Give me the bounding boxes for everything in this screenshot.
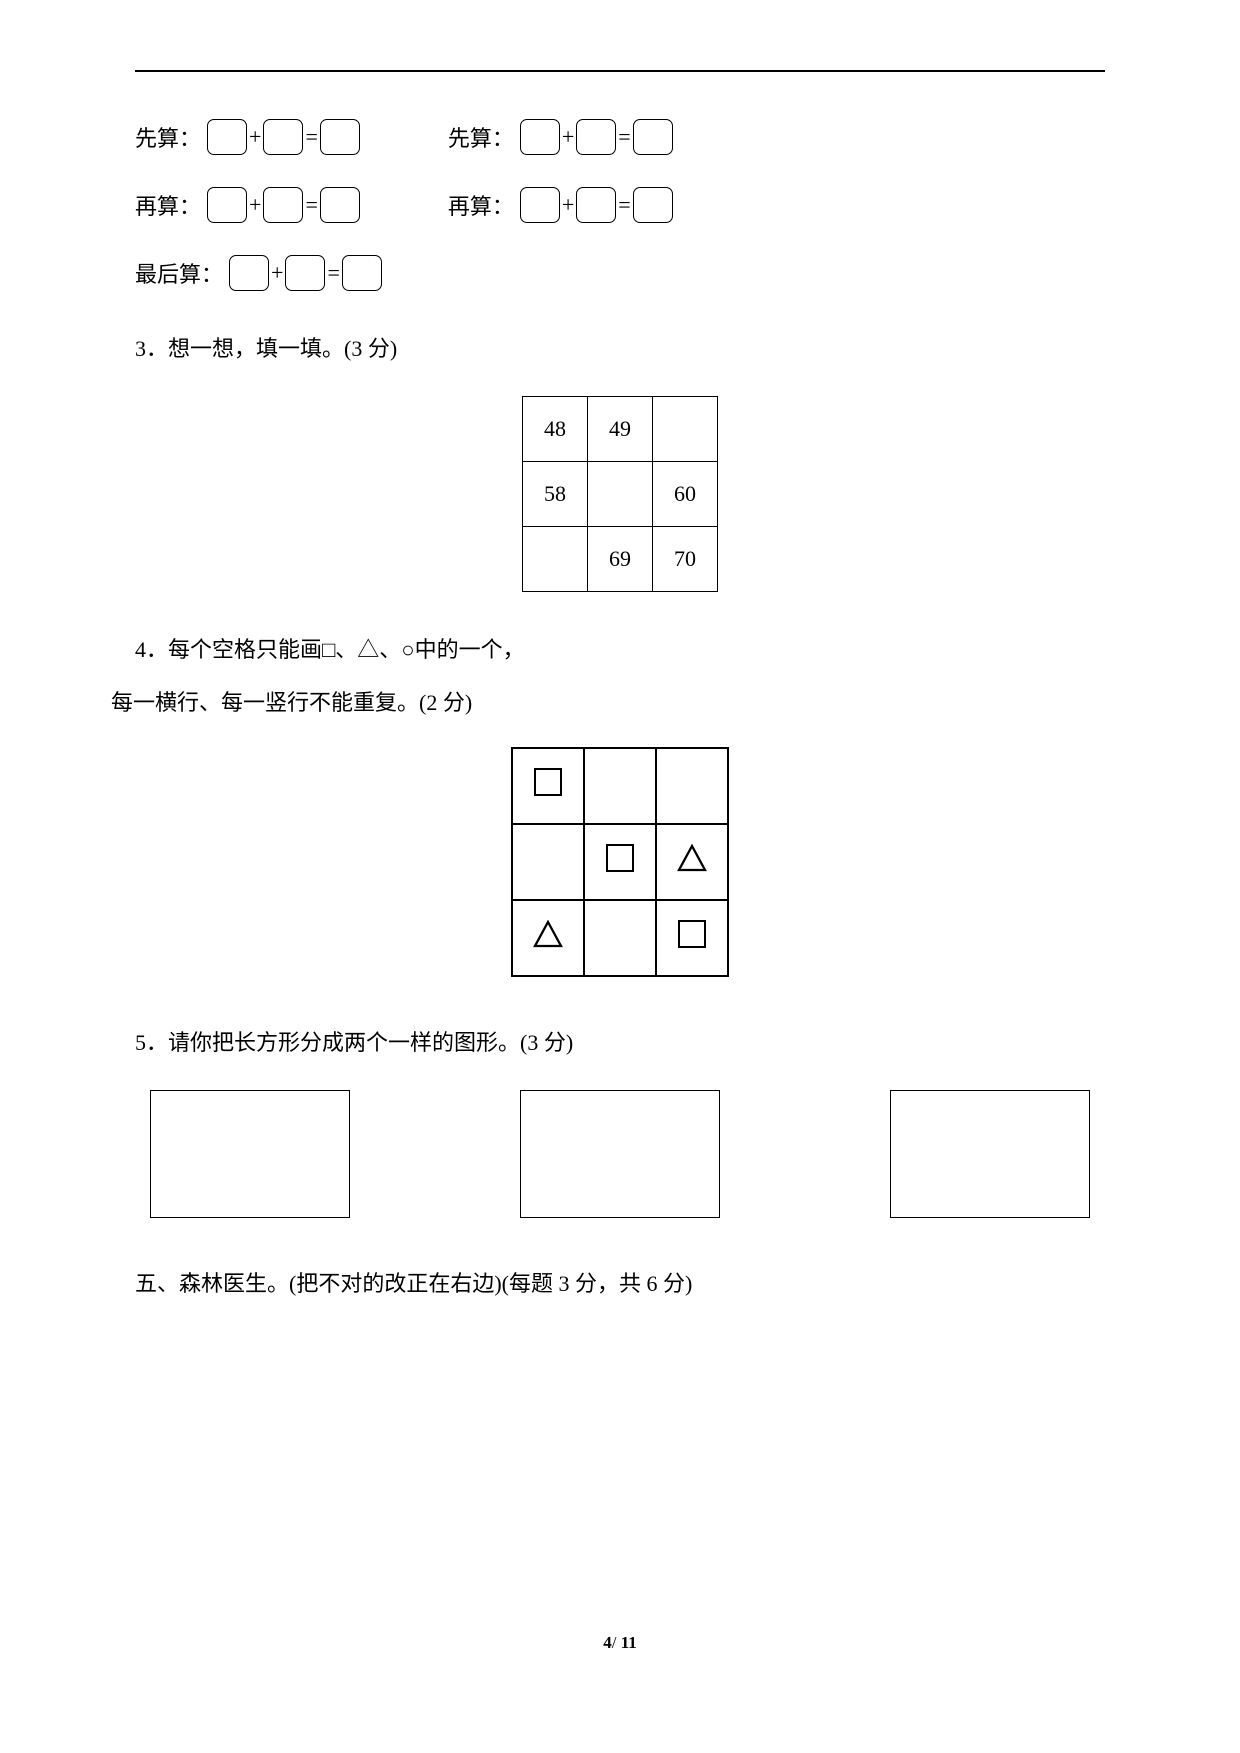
q5-rect[interactable]: [520, 1090, 720, 1218]
answer-box[interactable]: [342, 255, 382, 291]
answer-box[interactable]: [633, 119, 673, 155]
shape-cell: [656, 824, 728, 900]
shape-cell[interactable]: [656, 748, 728, 824]
shape-cell[interactable]: [584, 900, 656, 976]
section5-text: 五、森林医生。(把不对的改正在右边)(每题 3 分，共 6 分): [135, 1266, 1105, 1301]
eq-row2-right: 再算： + =: [448, 187, 673, 223]
table-row: 58 60: [523, 462, 718, 527]
plus-op: +: [249, 192, 261, 218]
answer-box[interactable]: [576, 187, 616, 223]
equals-op: =: [305, 192, 317, 218]
q3-text: 3．想一想，填一填。(3 分): [135, 331, 1105, 366]
equals-op: =: [618, 124, 630, 150]
table-row: 48 49: [523, 397, 718, 462]
shape-cell[interactable]: [584, 748, 656, 824]
eq-row1-left: 先算： + =: [135, 119, 360, 155]
q5-text: 5．请你把长方形分成两个一样的图形。(3 分): [135, 1025, 1105, 1060]
square-icon: [606, 844, 634, 872]
equals-op: =: [305, 124, 317, 150]
page-sep: /: [612, 1633, 621, 1652]
answer-box[interactable]: [263, 187, 303, 223]
q4-line1: 4．每个空格只能画□、△、○中的一个，: [135, 632, 1105, 667]
grid-cell: 60: [653, 462, 718, 527]
equals-op: =: [327, 260, 339, 286]
shape-cell[interactable]: [512, 824, 584, 900]
answer-box[interactable]: [229, 255, 269, 291]
equals-op: =: [618, 192, 630, 218]
answer-box[interactable]: [207, 119, 247, 155]
answer-box[interactable]: [520, 119, 560, 155]
table-row: [512, 900, 728, 976]
grid-cell: 70: [653, 527, 718, 592]
plus-op: +: [562, 124, 574, 150]
page-current: 4: [603, 1633, 612, 1652]
eq-label: 先算：: [135, 121, 201, 153]
shape-cell: [512, 900, 584, 976]
eq-row-3: 最后算： + =: [135, 253, 1105, 293]
shape-cell: [512, 748, 584, 824]
eq-row2-left: 再算： + =: [135, 187, 360, 223]
triangle-icon: [677, 844, 707, 872]
answer-box[interactable]: [263, 119, 303, 155]
plus-op: +: [249, 124, 261, 150]
grid-cell: 49: [588, 397, 653, 462]
page-total: 11: [621, 1633, 637, 1652]
table-row: [512, 824, 728, 900]
eq-label: 再算：: [448, 189, 514, 221]
top-rule: [135, 70, 1105, 72]
page: 先算： + = 先算： + = 再算： +: [0, 0, 1240, 1753]
equation-block: 先算： + = 先算： + = 再算： +: [135, 117, 1105, 293]
grid-cell[interactable]: [588, 462, 653, 527]
answer-box[interactable]: [320, 119, 360, 155]
eq-row3: 最后算： + =: [135, 255, 382, 291]
plus-op: +: [271, 260, 283, 286]
answer-box[interactable]: [520, 187, 560, 223]
answer-box[interactable]: [320, 187, 360, 223]
eq-label: 最后算：: [135, 257, 223, 289]
triangle-icon: [533, 920, 563, 948]
q5-rect[interactable]: [150, 1090, 350, 1218]
shape-cell: [584, 824, 656, 900]
table-row: 69 70: [523, 527, 718, 592]
eq-row-2: 再算： + = 再算： + =: [135, 185, 1105, 225]
eq-row1-right: 先算： + =: [448, 119, 673, 155]
square-icon: [534, 768, 562, 796]
grid-cell: 69: [588, 527, 653, 592]
plus-op: +: [562, 192, 574, 218]
q4-grid: [511, 747, 729, 977]
answer-box[interactable]: [207, 187, 247, 223]
grid-cell[interactable]: [653, 397, 718, 462]
q5-rects-row: [135, 1090, 1105, 1218]
shape-cell: [656, 900, 728, 976]
table-row: [512, 748, 728, 824]
answer-box[interactable]: [285, 255, 325, 291]
q3-grid: 48 49 58 60 69 70: [522, 396, 718, 592]
page-footer: 4/ 11: [0, 1633, 1240, 1653]
grid-cell[interactable]: [523, 527, 588, 592]
eq-label: 再算：: [135, 189, 201, 221]
q4-line2: 每一横行、每一竖行不能重复。(2 分): [111, 685, 1105, 720]
answer-box[interactable]: [576, 119, 616, 155]
eq-row-1: 先算： + = 先算： + =: [135, 117, 1105, 157]
answer-box[interactable]: [633, 187, 673, 223]
eq-label: 先算：: [448, 121, 514, 153]
square-icon: [678, 920, 706, 948]
grid-cell: 48: [523, 397, 588, 462]
grid-cell: 58: [523, 462, 588, 527]
q5-rect[interactable]: [890, 1090, 1090, 1218]
